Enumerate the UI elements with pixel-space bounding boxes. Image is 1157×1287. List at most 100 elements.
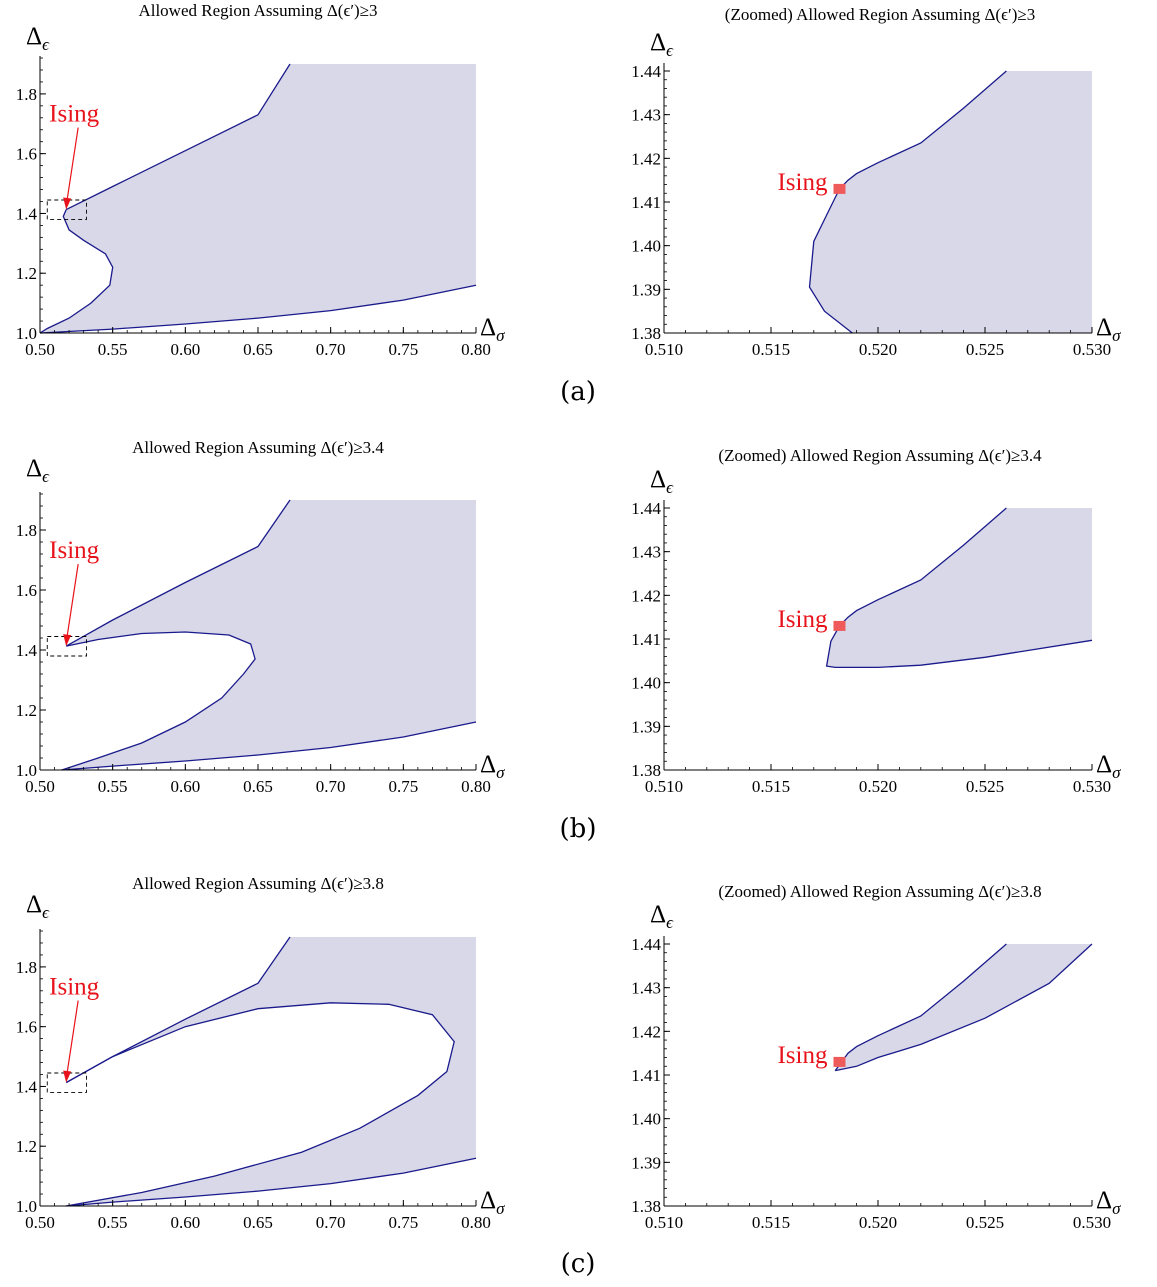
x-tick-label: 0.70 (316, 777, 346, 796)
y-tick-label: 1.43 (631, 543, 661, 562)
inner-boundary-curve (65, 1002, 455, 1207)
y-tick-label: 1.39 (631, 1153, 661, 1172)
x-tick-label: 0.65 (243, 340, 273, 359)
ising-label: Ising (49, 537, 100, 564)
y-tick-label: 1.6 (16, 145, 37, 164)
y-tick-label: 1.43 (631, 106, 661, 125)
y-tick-label: 1.2 (16, 1137, 37, 1156)
y-tick-label: 1.8 (16, 521, 37, 540)
x-axis-label: Δσ (1096, 751, 1121, 782)
x-tick-label: 0.525 (966, 1213, 1004, 1232)
ising-arrowhead (63, 634, 72, 647)
chart-title: Allowed Region Assuming Δ(ϵ′)≥3 (138, 1, 377, 20)
x-tick-label: 0.50 (25, 1213, 55, 1232)
panel-label-c: (c) (561, 1249, 596, 1279)
chart-c-zoom: 0.510 0.515 0.520 0.525 0.530 1.38 1.39 1.40 1.4… (631, 882, 1121, 1232)
inner-boundary-curve (39, 209, 114, 334)
x-tick-label: 0.50 (25, 340, 55, 359)
zoom-box (46, 1072, 87, 1093)
x-tick-label: 0.60 (170, 777, 200, 796)
inner-boundary-curve (808, 188, 853, 334)
y-tick-label: 1.0 (16, 324, 37, 343)
y-tick-label: 1.43 (631, 979, 661, 998)
ising-marker (833, 620, 846, 631)
ising-label: Ising (777, 606, 828, 633)
x-tick-label: 0.50 (25, 777, 55, 796)
y-axis-label: Δϵ (650, 29, 674, 60)
y-tick-label: 1.44 (631, 499, 661, 518)
allowed-region (66, 937, 476, 1206)
ising-arrowhead (63, 1070, 72, 1083)
x-axis-label: Δσ (1096, 1187, 1121, 1218)
ising-arrowhead (63, 197, 72, 210)
y-tick-label: 1.0 (16, 761, 37, 780)
x-tick-label: 0.75 (388, 1213, 418, 1232)
zoom-box (46, 199, 87, 220)
chart-title: Allowed Region Assuming Δ(ϵ′)≥3.4 (132, 438, 384, 457)
x-tick-label: 0.70 (316, 1213, 346, 1232)
y-tick-label: 1.0 (16, 1197, 37, 1216)
chart-title: (Zoomed) Allowed Region Assuming Δ(ϵ′)≥3 (725, 5, 1035, 24)
x-tick-label: 0.80 (461, 777, 491, 796)
ising-arrow (66, 1000, 79, 1073)
allowed-region (835, 944, 1092, 1071)
panel-label-a: (a) (560, 377, 596, 407)
y-tick-label: 1.2 (16, 264, 37, 283)
chart-title: Allowed Region Assuming Δ(ϵ′)≥3.8 (132, 874, 384, 893)
ising-arrow (66, 564, 79, 637)
zoom-box (46, 636, 87, 657)
y-tick-label: 1.6 (16, 581, 37, 600)
y-tick-label: 1.38 (631, 761, 661, 780)
y-tick-label: 1.41 (631, 193, 661, 212)
x-axis-label: Δσ (480, 751, 505, 782)
x-tick-label: 0.520 (859, 1213, 897, 1232)
x-tick-label: 0.60 (170, 340, 200, 359)
x-tick-label: 0.70 (316, 340, 346, 359)
ising-arrow (66, 127, 79, 200)
x-tick-label: 0.530 (1073, 340, 1111, 359)
chart-panels: 0.50 0.55 0.60 0.65 0.70 0.75 0.80 1.0 1.2 1.4 1.6… (16, 1, 1121, 1232)
y-axis-label: Δϵ (26, 891, 50, 922)
y-tick-label: 1.42 (631, 1022, 661, 1041)
upper-boundary-curve (839, 70, 1007, 190)
chart-title: (Zoomed) Allowed Region Assuming Δ(ϵ′)≥3… (718, 882, 1041, 901)
x-tick-label: 0.60 (170, 1213, 200, 1232)
y-tick-label: 1.2 (16, 701, 37, 720)
y-axis-label: Δϵ (26, 455, 50, 486)
lower-boundary-curve (835, 943, 1093, 1072)
y-tick-label: 1.40 (631, 237, 661, 256)
ising-label: Ising (49, 974, 100, 1001)
panel-label-b: (b) (560, 814, 597, 844)
x-tick-label: 0.55 (98, 777, 128, 796)
x-tick-label: 0.515 (752, 1213, 790, 1232)
y-tick-label: 1.42 (631, 586, 661, 605)
chart-title: (Zoomed) Allowed Region Assuming Δ(ϵ′)≥3… (718, 446, 1042, 465)
y-tick-label: 1.8 (16, 958, 37, 977)
upper-boundary-curve (65, 63, 291, 211)
inner-boundary-curve (825, 625, 1093, 669)
allowed-region (826, 508, 1092, 668)
y-axis-label: Δϵ (26, 23, 50, 54)
y-tick-label: 1.4 (16, 204, 38, 223)
chart-b-full: 0.50 0.55 0.60 0.65 0.70 0.75 0.80 1.0 1.2 1.4 1.6… (16, 438, 505, 796)
x-tick-label: 0.80 (461, 340, 491, 359)
x-axis-label: Δσ (480, 314, 505, 345)
y-tick-label: 1.6 (16, 1018, 37, 1037)
x-tick-label: 0.525 (966, 340, 1004, 359)
y-tick-label: 1.40 (631, 674, 661, 693)
y-tick-label: 1.8 (16, 85, 37, 104)
allowed-region (61, 500, 477, 770)
x-tick-label: 0.510 (645, 1213, 683, 1232)
x-tick-label: 0.55 (98, 1213, 128, 1232)
y-tick-label: 1.44 (631, 935, 661, 954)
x-tick-label: 0.75 (388, 340, 418, 359)
y-tick-label: 1.4 (16, 641, 38, 660)
upper-boundary-curve (65, 936, 291, 1084)
allowed-region (40, 64, 476, 333)
chart-c-full: 0.50 0.55 0.60 0.65 0.70 0.75 0.80 1.0 1.2 1.4 1.6… (16, 874, 505, 1232)
x-tick-label: 0.65 (243, 1213, 273, 1232)
chart-a-zoom: 0.510 0.515 0.520 0.525 0.530 1.38 1.39 1.40 1.4… (631, 5, 1121, 359)
chart-b-zoom: 0.510 0.515 0.520 0.525 0.530 1.38 1.39 1.40 1.4… (631, 446, 1121, 796)
ising-label: Ising (777, 169, 828, 196)
